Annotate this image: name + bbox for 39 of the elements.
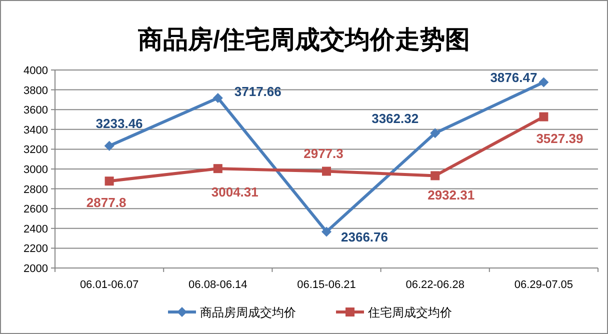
data-label: 3876.47 — [490, 70, 538, 86]
data-label: 3527.39 — [536, 130, 584, 146]
y-tick-label: 3600 — [24, 104, 48, 117]
chart-title: 商品房/住宅周成交均价走势图 — [137, 26, 470, 54]
data-label: 2932.31 — [428, 188, 475, 203]
y-tick-label: 2800 — [24, 184, 48, 196]
x-tick-label: 06.01-06.07 — [80, 279, 139, 291]
y-tick-label: 2200 — [24, 243, 48, 256]
data-label: 3362.32 — [372, 111, 419, 126]
y-tick-label: 4000 — [24, 65, 48, 77]
point — [430, 171, 440, 180]
x-tick-label: 06.29-07.05 — [514, 279, 574, 291]
y-tick-label: 2400 — [24, 223, 48, 236]
y-tick-label: 3200 — [24, 144, 48, 156]
data-label: 3233.46 — [96, 116, 143, 131]
y-tick-label: 2600 — [24, 204, 48, 216]
y-tick-label: 2000 — [24, 263, 48, 275]
point — [322, 226, 332, 237]
legend-label: 商品房周成交均价 — [200, 306, 296, 320]
point — [539, 112, 548, 122]
data-label: 2877.8 — [86, 195, 126, 210]
point — [104, 140, 114, 151]
y-tick-label: 3000 — [24, 164, 48, 176]
data-label: 3004.31 — [211, 184, 258, 200]
data-label: 2977.3 — [304, 146, 344, 162]
legend-label: 住宅周成交均价 — [367, 306, 452, 320]
y-tick-label: 3800 — [24, 84, 48, 97]
point — [538, 77, 549, 88]
point — [430, 128, 440, 138]
point — [213, 164, 222, 174]
point — [322, 166, 331, 176]
y-tick-label: 3400 — [24, 124, 48, 136]
point — [104, 176, 114, 186]
data-label: 3717.66 — [234, 84, 282, 99]
x-tick-label: 06.08-06.14 — [188, 279, 248, 291]
point — [212, 92, 223, 103]
data-label: 2366.76 — [341, 230, 388, 245]
x-tick-label: 06.15-06.21 — [297, 279, 356, 291]
x-tick-label: 06.22-06.28 — [406, 279, 464, 291]
